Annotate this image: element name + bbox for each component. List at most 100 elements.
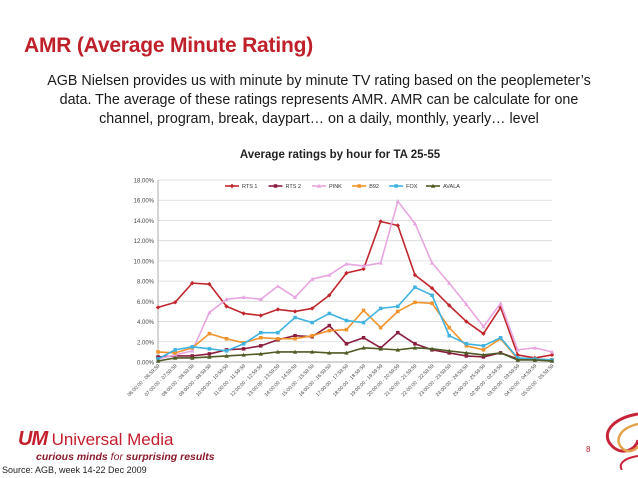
data-point	[412, 221, 418, 226]
data-point	[395, 347, 401, 352]
data-point	[361, 320, 366, 325]
slide-title: AMR (Average Minute Rating)	[24, 34, 313, 57]
data-point	[344, 350, 349, 355]
data-point	[224, 297, 229, 302]
data-point	[549, 349, 555, 354]
data-point	[532, 357, 538, 362]
data-point	[258, 351, 263, 356]
data-point	[190, 280, 195, 286]
series-line	[157, 324, 552, 361]
data-point	[430, 293, 434, 298]
data-point	[515, 357, 520, 362]
data-point	[292, 309, 298, 314]
intro-line: AGB Nielsen provides us with minute by m…	[47, 73, 591, 89]
chart-title: Average ratings by hour for TA 25-55	[239, 149, 441, 161]
data-point	[190, 345, 195, 349]
data-point	[207, 281, 212, 287]
y-tick-label: 12.00%	[134, 239, 155, 245]
data-point	[498, 350, 503, 355]
data-point	[481, 355, 486, 359]
data-point	[413, 285, 417, 289]
legend-label: PINK	[329, 184, 342, 190]
data-point	[447, 348, 452, 353]
legend-label: B92	[369, 184, 379, 190]
data-point	[344, 342, 349, 346]
data-point	[258, 297, 263, 302]
y-tick-label: 2.00%	[137, 340, 155, 346]
logo-mark: UM	[18, 428, 48, 450]
legend: RTS 1 RTS 2 PINK B92 FOX AVALA	[225, 183, 460, 190]
data-point	[224, 353, 229, 358]
y-tick-label: 16.00%	[134, 199, 155, 205]
data-point	[429, 285, 435, 291]
data-point	[172, 352, 178, 357]
data-point	[361, 263, 366, 268]
data-point	[327, 328, 332, 333]
data-point	[207, 347, 212, 351]
data-point	[378, 325, 383, 330]
data-point	[481, 352, 486, 357]
tagline-prefix: curious minds	[36, 451, 108, 463]
data-point	[258, 313, 263, 318]
data-point	[396, 304, 400, 309]
data-point	[447, 325, 451, 330]
data-point	[464, 302, 469, 307]
data-point	[447, 333, 451, 338]
data-point	[464, 350, 469, 355]
x-tick-label: 05:00:00 - 05:59:59	[521, 363, 556, 398]
data-point	[309, 306, 315, 311]
data-point	[241, 295, 246, 300]
legend-label: FOX	[406, 184, 418, 190]
data-point	[275, 349, 281, 354]
logo-name: Universal Media	[51, 430, 174, 449]
line-chart: 0.00% 2.00% 4.00% 6.00% 8.00% 10.00% 12.00% 14.…	[127, 179, 556, 399]
data-point	[241, 347, 246, 351]
data-point	[361, 335, 366, 340]
data-point	[229, 183, 235, 189]
tagline: curious minds for surprising results	[36, 451, 215, 463]
data-point	[173, 348, 177, 352]
data-point	[515, 347, 520, 352]
data-point	[275, 283, 281, 288]
data-point	[241, 352, 246, 357]
data-point	[464, 342, 469, 346]
data-point	[276, 336, 280, 341]
data-point	[156, 350, 160, 354]
data-point	[327, 311, 332, 316]
data-point	[378, 346, 383, 351]
series-avala	[155, 345, 555, 363]
data-point	[207, 352, 212, 356]
data-point	[273, 184, 278, 188]
data-point	[413, 342, 417, 346]
data-point	[224, 349, 229, 353]
data-point	[447, 280, 452, 285]
data-point	[292, 349, 298, 354]
data-point	[327, 272, 332, 277]
data-point	[293, 336, 297, 341]
data-point	[430, 183, 436, 188]
data-point	[241, 311, 246, 316]
data-point	[293, 333, 297, 338]
legend-label: RTS 2	[286, 184, 302, 190]
data-point	[481, 348, 486, 352]
data-point	[549, 352, 555, 358]
data-point	[207, 354, 212, 359]
data-point	[481, 344, 486, 348]
intro-line: channel, program, break, daypart… on a d…	[99, 111, 539, 127]
data-point	[241, 342, 246, 346]
universal-media-logo: UM Universal Media	[18, 428, 173, 451]
data-point	[224, 336, 229, 341]
data-point	[429, 346, 435, 351]
data-point	[207, 331, 212, 336]
decorative-swirl-icon	[605, 412, 638, 470]
data-point	[464, 354, 469, 358]
data-point	[190, 355, 195, 360]
data-point	[412, 272, 418, 278]
series-line	[157, 220, 553, 359]
data-point	[394, 184, 398, 188]
data-point	[172, 300, 178, 305]
data-point	[413, 300, 417, 305]
tagline-for: for	[107, 451, 126, 463]
data-point	[429, 260, 435, 265]
legend-label: AVALA	[443, 184, 460, 190]
